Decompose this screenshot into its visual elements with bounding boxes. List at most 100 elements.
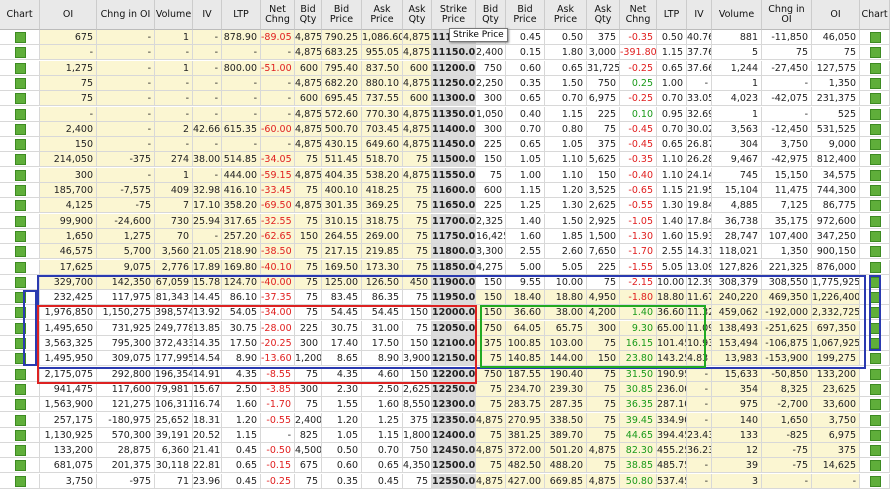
chart-icon[interactable] <box>15 230 26 242</box>
chart-icon[interactable] <box>15 200 26 212</box>
chart-icon[interactable] <box>870 230 881 242</box>
chart-icon[interactable] <box>870 139 881 151</box>
chart-icon[interactable] <box>15 139 26 151</box>
chart-icon[interactable] <box>15 276 26 288</box>
chart-icon[interactable] <box>15 123 26 135</box>
column-header: Net Chng <box>261 0 295 30</box>
chart-icon[interactable] <box>15 368 26 380</box>
cell: 600 <box>403 60 432 76</box>
chart-icon[interactable] <box>870 169 881 181</box>
chart-icon[interactable] <box>15 93 26 105</box>
cell: 4,875 <box>295 45 322 61</box>
cell: 125.00 <box>322 274 362 290</box>
chart-icon[interactable] <box>870 445 881 457</box>
chart-icon[interactable] <box>15 246 26 258</box>
cell: 308,550 <box>762 274 812 290</box>
chart-icon[interactable] <box>15 429 26 441</box>
cell: 140.85 <box>506 351 545 367</box>
chart-icon[interactable] <box>870 429 881 441</box>
chart-icon[interactable] <box>15 460 26 472</box>
chart-icon[interactable] <box>870 154 881 166</box>
cell: 488.20 <box>545 458 587 474</box>
cell: -89.05 <box>261 30 295 45</box>
cell: 221,325 <box>762 259 812 275</box>
chart-icon[interactable] <box>870 353 881 365</box>
cell: -28.00 <box>261 320 295 336</box>
cell: 34,575 <box>812 167 860 183</box>
chart-icon[interactable] <box>870 399 881 411</box>
cell: 39,191 <box>155 427 193 443</box>
chart-icon[interactable] <box>15 62 26 74</box>
chart-icon[interactable] <box>870 108 881 120</box>
chart-icon[interactable] <box>15 414 26 426</box>
cell: 4,500 <box>295 443 322 459</box>
cell: 0.65 <box>222 458 261 474</box>
cell: 837.50 <box>362 60 403 76</box>
chart-icon[interactable] <box>870 215 881 227</box>
chart-icon[interactable] <box>870 77 881 89</box>
cell: 1.05 <box>322 427 362 443</box>
cell: 101.45 <box>657 336 687 351</box>
column-header: Bid Price <box>506 0 545 30</box>
chart-icon[interactable] <box>15 215 26 227</box>
chart-icon[interactable] <box>870 123 881 135</box>
cell: 28,875 <box>97 443 155 459</box>
cell: 1.20 <box>545 183 587 198</box>
chart-icon[interactable] <box>15 353 26 365</box>
cell: -1.30 <box>620 228 657 244</box>
cell: 501.20 <box>545 443 587 459</box>
cell: 375 <box>587 137 620 153</box>
chart-icon[interactable] <box>870 383 881 395</box>
cell: 4.60 <box>362 366 403 382</box>
cell: 150 <box>587 167 620 183</box>
cell: - <box>222 137 261 153</box>
chart-icon[interactable] <box>15 292 26 304</box>
column-header: IV <box>193 0 222 30</box>
chart-icon[interactable] <box>870 414 881 426</box>
chart-icon[interactable] <box>15 154 26 166</box>
chart-icon[interactable] <box>870 246 881 258</box>
cell: 3,000 <box>587 45 620 61</box>
cell: 75 <box>295 290 322 306</box>
chart-icon[interactable] <box>15 475 26 487</box>
cell: 12550.00 <box>432 473 476 489</box>
chart-icon[interactable] <box>15 32 26 43</box>
chart-icon[interactable] <box>15 383 26 395</box>
cell: -7,575 <box>97 183 155 198</box>
cell: 1,130,925 <box>40 427 97 443</box>
chart-icon[interactable] <box>870 62 881 74</box>
chart-icon[interactable] <box>870 93 881 105</box>
chart-icon[interactable] <box>15 322 26 334</box>
chart-icon[interactable] <box>870 47 881 59</box>
chart-icon[interactable] <box>15 307 26 319</box>
chart-icon[interactable] <box>870 475 881 487</box>
cell: 730 <box>155 213 193 229</box>
chart-icon[interactable] <box>15 261 26 273</box>
chart-icon[interactable] <box>15 77 26 89</box>
chart-icon[interactable] <box>15 338 26 349</box>
cell: 1.00 <box>506 167 545 183</box>
chart-icon[interactable] <box>870 200 881 212</box>
cell: 695.45 <box>322 91 362 107</box>
chart-icon[interactable] <box>15 169 26 181</box>
chart-icon[interactable] <box>15 108 26 120</box>
cell: 1.15 <box>362 427 403 443</box>
cell: 4,350 <box>403 458 432 474</box>
cell: 153,494 <box>712 336 762 351</box>
chart-icon[interactable] <box>15 185 26 196</box>
chart-icon[interactable] <box>870 368 881 380</box>
cell: 177,995 <box>155 351 193 367</box>
chart-icon[interactable] <box>15 47 26 59</box>
cell: 3,563,325 <box>40 336 97 351</box>
chart-icon[interactable] <box>870 32 881 43</box>
cell: 75 <box>403 228 432 244</box>
cell: 8.90 <box>222 351 261 367</box>
cell: 225 <box>587 106 620 122</box>
cell: 0.45 <box>222 443 261 459</box>
chart-icon[interactable] <box>870 261 881 273</box>
cell: 795,300 <box>97 336 155 351</box>
chart-icon[interactable] <box>15 445 26 457</box>
chart-icon[interactable] <box>870 185 881 196</box>
chart-icon[interactable] <box>870 460 881 472</box>
chart-icon[interactable] <box>15 399 26 411</box>
